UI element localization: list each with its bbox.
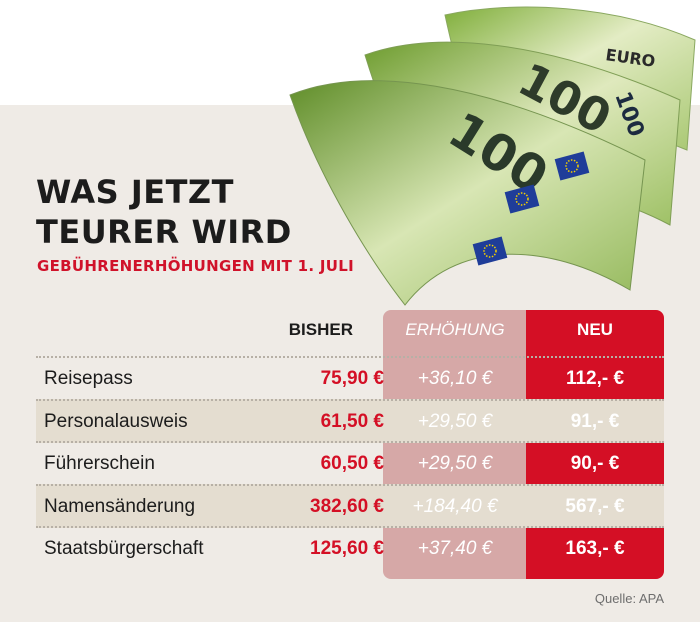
table-row: Führerschein 60,50 € +29,50 € 90,- € [36,441,664,485]
row-erhoehung-value: +184,40 € [412,495,498,517]
row-erhoehung-value: +37,40 € [417,538,493,559]
row-erhoehung-value: +29,50 € [417,453,493,474]
row-bisher-value: 75,90 € [320,368,384,389]
erhoehung-column-background [383,310,526,579]
row-name: Führerschein [44,453,155,474]
title-line-2: TEURER WIRD [36,213,292,251]
row-name: Personalausweis [44,410,188,432]
row-neu-value: 112,- € [565,368,625,389]
row-name: Namensänderung [44,495,196,517]
row-bisher-value: 60,50 € [320,453,384,474]
row-neu-value: 91,- € [570,410,620,432]
row-name: Reisepass [44,368,133,389]
row-neu-value: 163,- € [565,538,625,559]
row-bisher-value: 382,60 € [310,495,384,517]
header-bisher: BISHER [288,320,353,339]
subtitle: GEBÜHRENERHÖHUNGEN MIT 1. JULI [37,257,355,275]
neu-column-background [526,310,664,579]
table-row: Staatsbürgerschaft 125,60 € +37,40 € 163,- … [36,526,664,570]
table-row: Reisepass 75,90 € +36,10 € 112,- € [36,356,664,400]
header-neu: NEU [577,320,613,339]
row-bisher-value: 61,50 € [320,410,384,432]
row-bisher-value: 125,60 € [310,538,384,559]
table-row: Personalausweis 61,50 € +29,50 € 91,- € [36,398,664,443]
title-line-1: WAS JETZT [36,173,234,211]
page-title: WAS JETZT TEURER WIRD [36,172,292,252]
row-neu-value: 567,- € [565,495,625,517]
row-erhoehung-value: +36,10 € [417,368,493,389]
row-name: Staatsbürgerschaft [44,538,204,559]
euro-banknotes-icon: 100 100 EURO 100 [289,6,696,306]
row-erhoehung-value: +29,50 € [417,410,493,432]
source-note: Quelle: APA [594,591,664,606]
row-neu-value: 90,- € [570,453,620,474]
header-erhoehung: ERHÖHUNG [405,320,505,339]
table-row: Namensänderung 382,60 € +184,40 € 567,- € [36,483,664,528]
